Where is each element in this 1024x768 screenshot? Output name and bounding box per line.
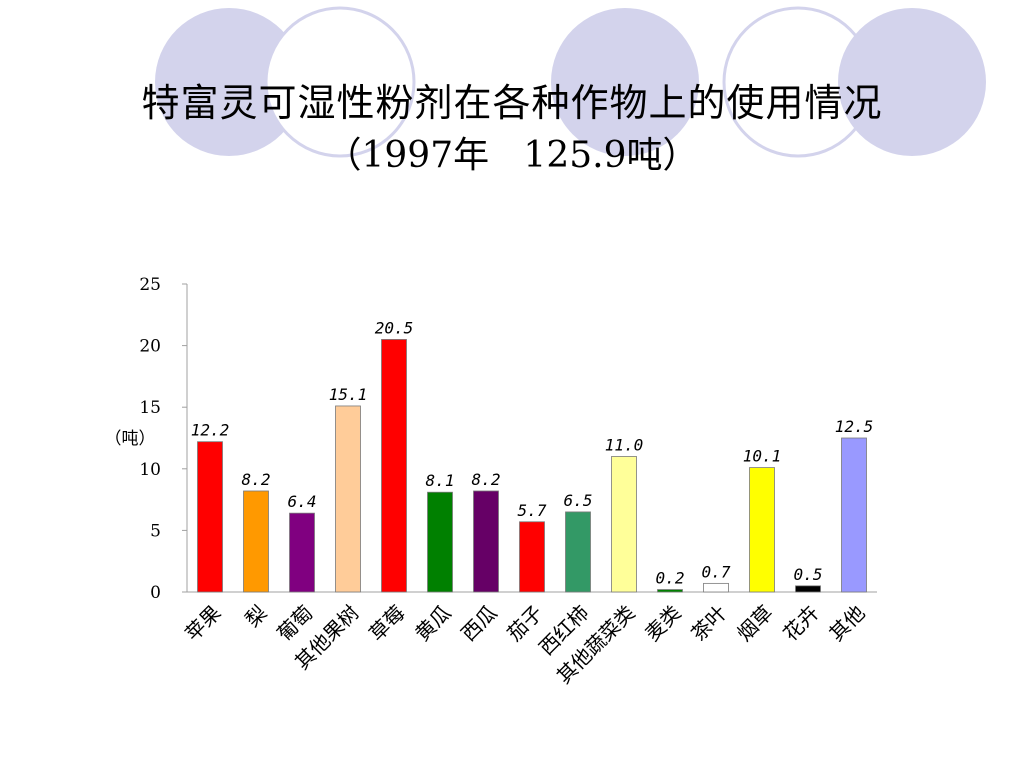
x-category-label: 其他: [824, 601, 869, 646]
x-category-label: 烟草: [732, 601, 777, 646]
y-tick-label: 20: [139, 337, 161, 357]
y-tick-label: 5: [150, 521, 161, 541]
data-label: 15.1: [329, 385, 368, 404]
data-label: 6.5: [564, 491, 593, 510]
bar: [657, 589, 683, 593]
decor-circle: [155, 8, 303, 156]
data-label: 5.7: [518, 501, 547, 520]
data-label: 12.5: [835, 417, 874, 436]
x-category-label: 西瓜: [456, 601, 501, 646]
y-tick-label: 0: [150, 583, 161, 603]
data-label: 0.7: [702, 562, 731, 581]
x-category-label: 黄瓜: [410, 601, 455, 646]
data-label: 11.0: [605, 435, 644, 454]
data-label: 12.2: [191, 421, 230, 440]
bar: [749, 467, 775, 593]
decorative-circles: [155, 6, 986, 158]
x-category-label: 花卉: [778, 601, 823, 646]
decor-circle: [838, 8, 986, 156]
bar: [841, 437, 867, 593]
x-category-label: 茶叶: [686, 601, 731, 646]
bar: [289, 512, 315, 593]
bar: [243, 490, 269, 593]
bar: [335, 405, 361, 593]
data-label: 6.4: [288, 492, 317, 511]
data-label: 0.5: [794, 565, 823, 584]
bar: [611, 456, 637, 593]
bar: [381, 339, 407, 593]
y-axis-label: （吨）: [105, 429, 156, 449]
bar: [795, 585, 821, 593]
bar: [427, 491, 453, 593]
bar: [473, 490, 499, 593]
data-label: 10.1: [743, 447, 782, 466]
bar: [519, 521, 545, 593]
bar: [197, 441, 223, 593]
bar: [703, 582, 729, 593]
data-label: 20.5: [375, 318, 414, 337]
data-label: 8.1: [426, 471, 455, 490]
y-tick-label: 25: [139, 275, 161, 295]
bar: [565, 511, 591, 593]
x-category-label: 苹果: [180, 601, 225, 646]
x-category-label: 梨: [240, 601, 271, 632]
data-label: 8.2: [242, 470, 271, 489]
x-category-label: 麦类: [640, 601, 685, 646]
y-tick-label: 10: [139, 460, 161, 480]
data-label: 0.2: [656, 569, 685, 588]
data-label: 8.2: [472, 470, 501, 489]
decor-circle: [264, 6, 416, 158]
y-tick-label: 15: [139, 398, 161, 418]
chart-title: 特富灵可湿性粉剂在各种作物上的使用情况: [141, 81, 883, 125]
chart-subtitle: （1997年 125.9吨）: [325, 135, 699, 176]
x-category-label: 草莓: [364, 601, 409, 646]
decor-circle: [551, 8, 699, 156]
